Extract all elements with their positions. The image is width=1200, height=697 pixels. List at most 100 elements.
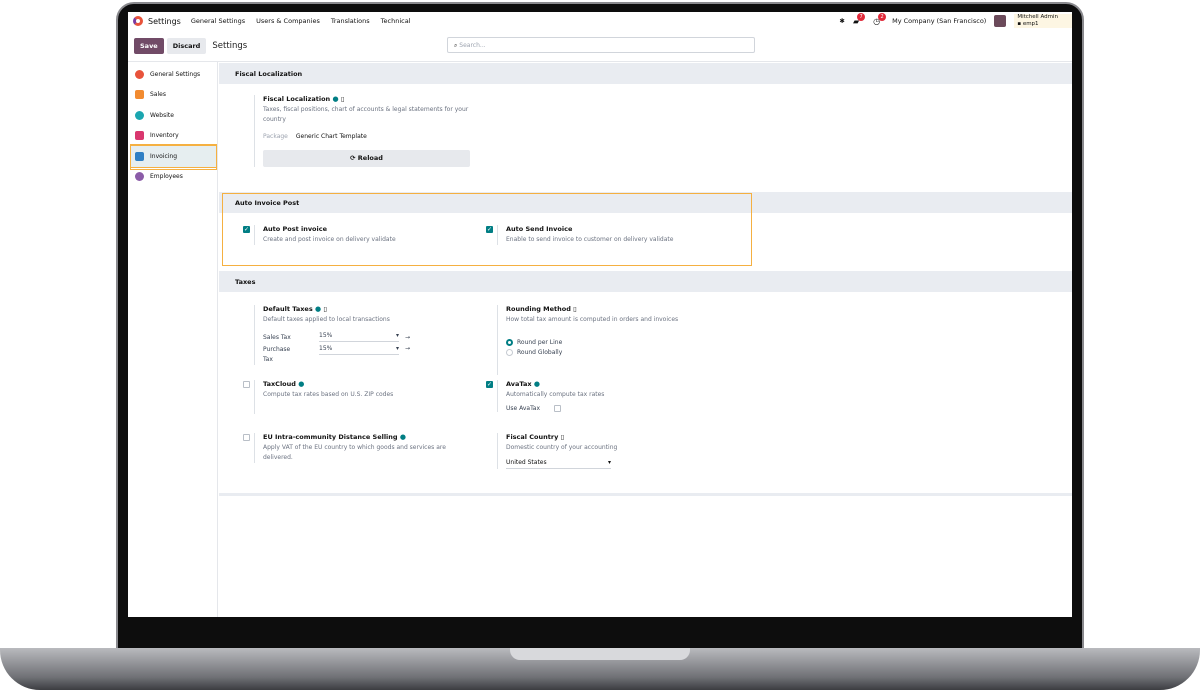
bug-icon[interactable]: ✱ xyxy=(839,17,845,25)
setting-title: Auto Send Invoice xyxy=(506,225,573,233)
save-button[interactable]: Save xyxy=(134,37,164,54)
avatax-setting: AvaTax ● Automatically compute tax rates … xyxy=(497,380,604,412)
screen: Settings General Settings Users & Compan… xyxy=(128,12,1072,617)
sidebar-item-general-settings[interactable]: General Settings xyxy=(128,64,217,85)
user-name: Mitchell Admin xyxy=(1017,14,1058,20)
setting-title: Auto Post invoice xyxy=(263,225,328,233)
chat-icon[interactable]: ▰ 7 xyxy=(853,12,866,26)
setting-title: Fiscal Localization xyxy=(263,95,331,103)
activity-badge: 2 xyxy=(878,12,887,21)
setting-title: Rounding Method xyxy=(506,305,571,313)
auto-post-checkbox[interactable]: ✓ xyxy=(243,226,250,233)
discard-button[interactable]: Discard xyxy=(166,37,207,54)
section-header-taxes: Taxes xyxy=(219,271,1072,292)
sidebar-item-label: Sales xyxy=(150,91,166,99)
auto-post-setting: Auto Post invoice Create and post invoice… xyxy=(254,225,396,245)
radio-label: Round per Line xyxy=(517,339,563,346)
search-placeholder: Search... xyxy=(459,42,486,49)
fiscal-country-select[interactable]: United States ▾ xyxy=(506,459,611,469)
invoicing-icon xyxy=(135,151,144,161)
setting-desc: Automatically compute tax rates xyxy=(506,391,605,398)
package-label: Package xyxy=(263,133,288,140)
round-globally-radio[interactable]: Round Globally xyxy=(506,349,717,356)
setting-title: TaxCloud xyxy=(263,380,296,388)
help-icon[interactable]: ● xyxy=(399,433,406,441)
help-icon[interactable]: ● xyxy=(332,95,339,103)
setting-desc: Create and post invoice on delivery vali… xyxy=(263,236,396,243)
caret-icon: ▾ xyxy=(395,332,399,339)
purchase-tax-select[interactable]: 15% ▾ xyxy=(319,345,399,355)
setting-desc: Taxes, fiscal positions, chart of accoun… xyxy=(263,106,469,123)
sidebar-item-label: Website xyxy=(150,111,174,119)
menu-translations[interactable]: Translations xyxy=(330,17,370,25)
menu-users-companies[interactable]: Users & Companies xyxy=(256,17,320,25)
page-title: Settings xyxy=(212,40,248,51)
sidebar-item-employees[interactable]: Employees xyxy=(128,167,217,188)
inventory-icon xyxy=(135,131,144,141)
chat-badge: 7 xyxy=(857,12,866,21)
taxcloud-checkbox[interactable] xyxy=(243,381,250,388)
avatar[interactable] xyxy=(994,15,1007,27)
section-header-auto-invoice: Auto Invoice Post xyxy=(219,192,1072,213)
help-icon[interactable]: ● xyxy=(314,305,322,313)
fiscal-localization-setting: Fiscal Localization ● ▯ Taxes, fiscal po… xyxy=(254,95,474,167)
company-switcher[interactable]: My Company (San Francisco) xyxy=(892,17,987,25)
search-icon: ⌕ xyxy=(454,42,458,49)
sidebar-item-sales[interactable]: Sales xyxy=(128,85,217,106)
help-icon[interactable]: ● xyxy=(298,380,305,388)
avatax-checkbox[interactable]: ✓ xyxy=(486,381,493,388)
reload-button[interactable]: ⟳ Reload xyxy=(263,150,470,167)
menu-technical[interactable]: Technical xyxy=(380,17,411,25)
reload-label: Reload xyxy=(357,154,383,162)
app-logo-icon[interactable] xyxy=(133,16,143,26)
arrow-right-icon[interactable]: → xyxy=(405,345,411,352)
website-icon xyxy=(135,110,144,120)
sidebar-item-label: Invoicing xyxy=(150,152,178,160)
setting-desc: Default taxes applied to local transacti… xyxy=(263,316,390,323)
user-menu[interactable]: Mitchell Admin ▪ emp1 xyxy=(1014,14,1072,28)
sidebar-item-label: Inventory xyxy=(150,132,179,140)
use-avatax-label: Use AvaTax xyxy=(506,405,540,412)
auto-send-checkbox[interactable]: ✓ xyxy=(486,226,493,233)
app-name[interactable]: Settings xyxy=(148,16,181,26)
radio-label: Round Globally xyxy=(517,349,563,356)
setting-desc: Domestic country of your accounting xyxy=(506,444,618,451)
sidebar-item-website[interactable]: Website xyxy=(128,105,217,126)
section-header-fiscal: Fiscal Localization xyxy=(219,63,1072,84)
setting-title: AvaTax xyxy=(506,380,532,388)
sales-icon xyxy=(135,90,144,100)
arrow-right-icon[interactable]: → xyxy=(405,333,411,341)
setting-title: Default Taxes xyxy=(263,305,313,313)
sidebar: General Settings Sales Website Inventory… xyxy=(128,62,218,617)
reload-icon: ⟳ xyxy=(350,154,356,162)
settings-content: Fiscal Localization Fiscal Localization … xyxy=(219,62,1072,617)
caret-icon: ▾ xyxy=(395,345,399,352)
rounding-setting: Rounding Method ▯ How total tax amount i… xyxy=(497,305,717,375)
eu-distance-checkbox[interactable] xyxy=(243,434,250,441)
menu-general-settings[interactable]: General Settings xyxy=(190,17,246,25)
round-per-line-radio[interactable]: Round per Line xyxy=(506,339,717,346)
taxcloud-setting: TaxCloud ● Compute tax rates based on U.S… xyxy=(254,380,393,414)
highlight-invoicing xyxy=(130,144,217,170)
sidebar-item-invoicing[interactable]: Invoicing xyxy=(130,145,217,168)
company-icon: ▯ xyxy=(323,305,327,313)
use-avatax-checkbox[interactable] xyxy=(554,405,561,412)
sidebar-item-inventory[interactable]: Inventory xyxy=(128,126,217,147)
setting-desc: Apply VAT of the EU country to which goo… xyxy=(263,444,446,461)
setting-title: Fiscal Country xyxy=(506,433,559,441)
setting-desc: Enable to send invoice to customer on de… xyxy=(506,236,674,243)
help-icon[interactable]: ● xyxy=(533,380,540,388)
setting-title: EU Intra-community Distance Selling xyxy=(263,433,398,441)
section-divider xyxy=(219,493,1072,496)
activity-icon[interactable]: ◷ 2 xyxy=(873,12,887,26)
package-value: Generic Chart Template xyxy=(295,133,367,140)
sales-tax-value: 15% xyxy=(319,332,333,339)
sales-tax-label: Sales Tax xyxy=(263,333,291,341)
search-input[interactable]: ⌕ Search... xyxy=(447,37,755,53)
sales-tax-select[interactable]: 15% ▾ xyxy=(319,332,399,342)
general-settings-icon xyxy=(135,69,144,79)
setting-desc: Compute tax rates based on U.S. ZIP code… xyxy=(263,391,394,398)
company-icon: ▯ xyxy=(573,305,577,313)
purchase-tax-value: 15% xyxy=(319,345,333,352)
top-nav: Settings General Settings Users & Compan… xyxy=(128,12,1072,30)
